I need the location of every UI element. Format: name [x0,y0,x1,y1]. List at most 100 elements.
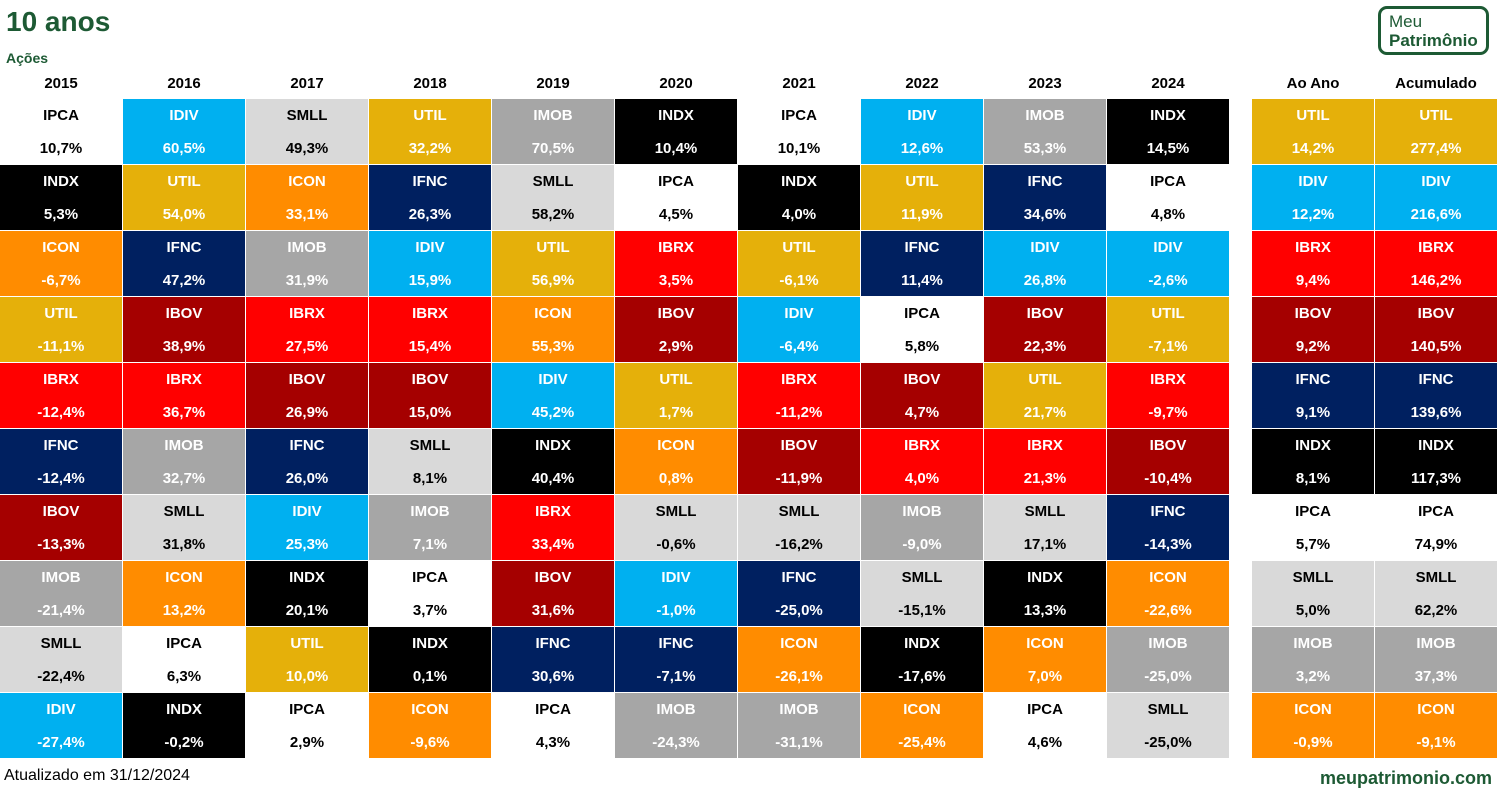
cell-return-value: -22,4% [37,668,85,685]
table-cell: UTIL 54,0% [123,165,245,230]
cell-return-value: 15,0% [408,404,452,421]
table-cell: IBRX 3,5% [615,231,737,296]
cell-index-label: ICON [534,305,572,322]
cell-index-label: IMOB [656,701,696,718]
cell-index-label: IDIV [46,701,76,718]
table-cell: UTIL 14,2% [1252,99,1374,164]
cell-index-label: IDIV [538,371,568,388]
table-cell: IBRX 21,3% [984,429,1106,494]
table-cell: SMLL 17,1% [984,495,1106,560]
cell-index-label: IBRX [1295,239,1331,256]
cell-return-value: 11,9% [901,206,943,223]
cell-return-value: 58,2% [531,206,575,223]
cell-index-label: UTIL [782,239,816,256]
cell-index-label: IMOB [1025,107,1065,124]
table-cell: IBRX 15,4% [369,297,491,362]
cell-return-value: -7,1% [656,668,696,685]
cell-index-label: IMOB [533,107,573,124]
cell-index-label: IBOV [1149,437,1187,454]
cell-index-label: IBOV [657,305,695,322]
cell-return-value: 1,7% [658,404,694,421]
table-cell: IPCA 4,8% [1107,165,1229,230]
table-cell: INDX 5,3% [0,165,122,230]
table-cell: IBOV 31,6% [492,561,614,626]
cell-return-value: 13,2% [162,602,206,619]
cell-index-label: IPCA [1295,503,1331,520]
table-cell: IFNC -25,0% [738,561,860,626]
table-cell: IMOB 37,3% [1375,627,1497,692]
table-cell: ICON -9,6% [369,693,491,758]
cell-return-value: -27,4% [37,734,85,751]
table-cell: SMLL -15,1% [861,561,983,626]
cell-index-label: IBOV [411,371,449,388]
cell-return-value: 15,9% [408,272,452,289]
table-cell: UTIL 1,7% [615,363,737,428]
table-cell: ICON 33,1% [246,165,368,230]
table-cell: UTIL -6,1% [738,231,860,296]
cell-index-label: INDX [412,635,448,652]
table-cell: IBOV 140,5% [1375,297,1497,362]
cell-return-value: 2,9% [289,734,325,751]
cell-return-value: -25,0% [775,602,823,619]
cell-index-label: IDIV [784,305,814,322]
cell-return-value: 31,8% [162,536,206,553]
cell-index-label: UTIL [44,305,78,322]
table-cell: INDX 40,4% [492,429,614,494]
table-cell: IPCA 5,7% [1252,495,1374,560]
cell-index-label: IBOV [1026,305,1064,322]
table-cell: ICON 7,0% [984,627,1106,692]
table-cell: ICON 13,2% [123,561,245,626]
table-cell: INDX -0,2% [123,693,245,758]
cell-index-label: ICON [1149,569,1187,586]
cell-index-label: IMOB [779,701,819,718]
cell-return-value: -15,1% [898,602,946,619]
table-cell: IDIV 12,2% [1252,165,1374,230]
table-cell: INDX 13,3% [984,561,1106,626]
cell-index-label: IFNC [289,437,325,454]
cell-return-value: 21,3% [1023,470,1067,487]
site-link[interactable]: meupatrimonio.com [1319,768,1492,788]
column-header: 2018 [413,75,447,92]
cell-index-label: IFNC [1295,371,1331,388]
table-cell: IBRX 4,0% [861,429,983,494]
table-cell: UTIL 277,4% [1375,99,1497,164]
table-cell: IFNC 47,2% [123,231,245,296]
cell-index-label: IDIV [1421,173,1451,190]
cell-index-label: IDIV [907,107,937,124]
table-cell: IMOB 31,9% [246,231,368,296]
table-cell: IFNC 26,0% [246,429,368,494]
cell-index-label: UTIL [290,635,324,652]
cell-index-label: IBOV [534,569,572,586]
cell-index-label: SMLL [40,635,82,652]
cell-return-value: 4,8% [1150,206,1186,223]
table-cell: IMOB 3,2% [1252,627,1374,692]
cell-return-value: 9,2% [1295,338,1331,355]
cell-index-label: INDX [1027,569,1063,586]
cell-index-label: IMOB [1416,635,1456,652]
cell-index-label: IDIV [1030,239,1060,256]
cell-index-label: IBOV [903,371,941,388]
cell-index-label: IBOV [288,371,326,388]
cell-return-value: 4,3% [535,734,571,751]
table-cell: IBOV 2,9% [615,297,737,362]
cell-return-value: 4,0% [904,470,940,487]
table-cell: SMLL -16,2% [738,495,860,560]
cell-index-label: SMLL [655,503,697,520]
cell-index-label: ICON [657,437,695,454]
cell-return-value: 22,3% [1023,338,1067,355]
cell-return-value: 38,9% [162,338,206,355]
cell-index-label: UTIL [167,173,201,190]
table-cell: IPCA 4,5% [615,165,737,230]
cell-index-label: ICON [1294,701,1332,718]
column-header: 2017 [290,75,324,92]
cell-return-value: 11,4% [901,272,943,289]
column-header: 2016 [167,75,201,92]
cell-return-value: 17,1% [1023,536,1067,553]
table-cell: IDIV 26,8% [984,231,1106,296]
cell-return-value: 0,8% [658,470,694,487]
cell-return-value: -24,3% [652,734,700,751]
cell-return-value: -31,1% [775,734,823,751]
cell-index-label: SMLL [1415,569,1457,586]
cell-return-value: 74,9% [1414,536,1458,553]
cell-return-value: 12,6% [900,140,944,157]
